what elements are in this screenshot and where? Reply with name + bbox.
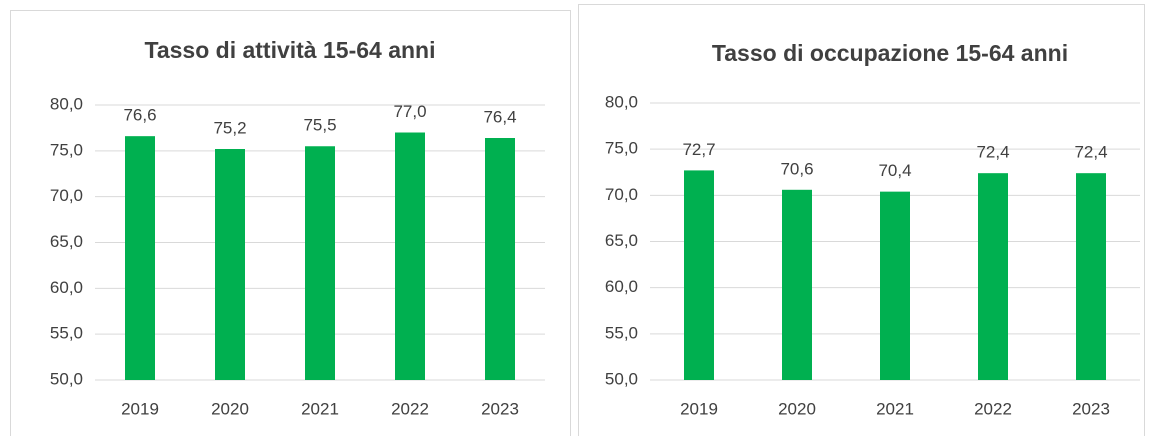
bar — [485, 138, 515, 380]
y-tick-label: 50,0 — [605, 369, 638, 388]
chart-title: Tasso di occupazione 15-64 anni — [712, 40, 1068, 66]
data-label: 72,4 — [976, 143, 1009, 162]
y-tick-label: 80,0 — [605, 92, 638, 111]
bar — [215, 149, 245, 380]
chart-frame — [578, 4, 1145, 441]
bar — [782, 189, 812, 380]
y-tick-label: 65,0 — [605, 231, 638, 250]
y-tick-label: 55,0 — [605, 323, 638, 342]
y-tick-label: 65,0 — [50, 232, 83, 251]
bar — [684, 170, 714, 380]
bar — [395, 132, 425, 380]
data-label: 75,5 — [303, 116, 336, 135]
data-label: 77,0 — [393, 102, 426, 121]
y-tick-label: 70,0 — [50, 186, 83, 205]
y-tick-label: 80,0 — [50, 94, 83, 113]
x-tick-label: 2023 — [1072, 399, 1110, 418]
bar — [1076, 173, 1106, 380]
x-tick-label: 2021 — [876, 399, 914, 418]
data-label: 75,2 — [213, 118, 246, 137]
y-tick-label: 75,0 — [50, 140, 83, 159]
y-tick-label: 60,0 — [605, 277, 638, 296]
y-tick-label: 75,0 — [605, 139, 638, 158]
data-label: 70,6 — [780, 159, 813, 178]
x-tick-label: 2023 — [481, 399, 519, 418]
y-tick-label: 55,0 — [50, 324, 83, 343]
x-tick-label: 2022 — [974, 399, 1012, 418]
chart-title: Tasso di attività 15-64 anni — [144, 37, 435, 63]
data-label: 72,7 — [682, 140, 715, 159]
bar — [305, 146, 335, 380]
y-tick-label: 60,0 — [50, 278, 83, 297]
x-tick-label: 2019 — [680, 399, 718, 418]
y-tick-label: 50,0 — [50, 369, 83, 388]
bar — [880, 191, 910, 380]
data-label: 76,6 — [123, 106, 156, 125]
x-tick-label: 2022 — [391, 399, 429, 418]
bar — [125, 136, 155, 380]
bar — [978, 173, 1008, 380]
data-label: 72,4 — [1074, 143, 1107, 162]
data-label: 70,4 — [878, 161, 911, 180]
x-tick-label: 2020 — [211, 399, 249, 418]
x-tick-label: 2019 — [121, 399, 159, 418]
x-tick-label: 2020 — [778, 399, 816, 418]
x-tick-label: 2021 — [301, 399, 339, 418]
y-tick-label: 70,0 — [605, 185, 638, 204]
data-label: 76,4 — [483, 107, 516, 126]
